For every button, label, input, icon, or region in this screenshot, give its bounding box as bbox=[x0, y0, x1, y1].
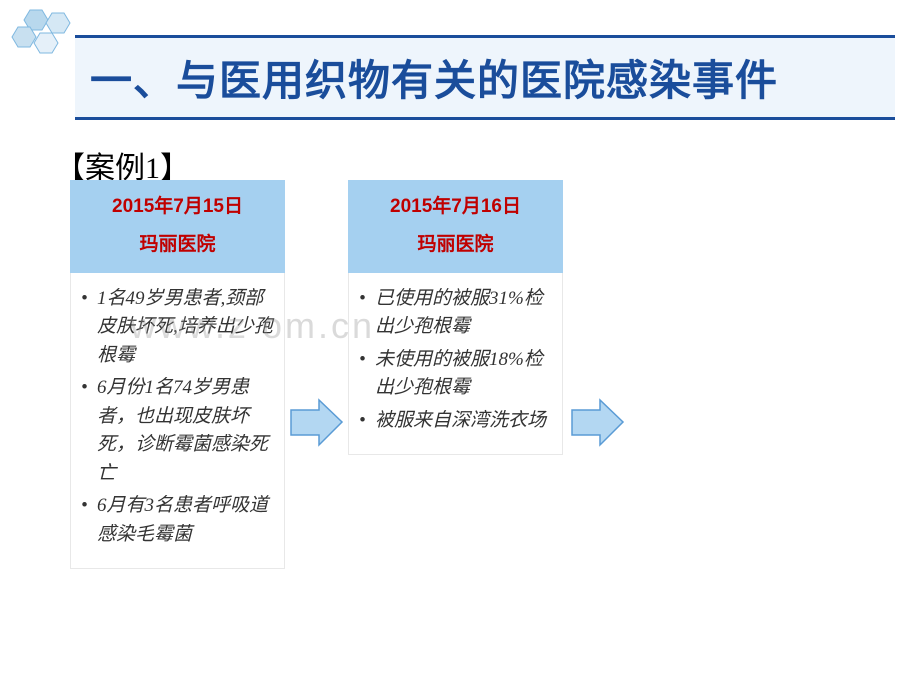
card-hospital: 玛丽医院 bbox=[75, 230, 280, 260]
card-date: 2015年7月16日 bbox=[353, 192, 558, 222]
list-item: 已使用的被服31%检出少孢根霉 bbox=[357, 285, 554, 342]
list-item: 6月份1名74岁男患者，也出现皮肤坏死，诊断霉菌感染死亡 bbox=[79, 374, 276, 488]
card-header: 2015年7月15日 玛丽医院 bbox=[70, 180, 285, 273]
case-card-2: 2015年7月16日 玛丽医院 已使用的被服31%检出少孢根霉 未使用的被服18… bbox=[348, 180, 563, 455]
list-item: 6月有3名患者呼吸道感染毛霉菌 bbox=[79, 492, 276, 549]
card-hospital: 玛丽医院 bbox=[353, 230, 558, 260]
list-item: 1名49岁男患者,颈部皮肤坏死,培养出少孢根霉 bbox=[79, 285, 276, 371]
arrow-right-icon bbox=[570, 395, 625, 450]
card-header: 2015年7月16日 玛丽医院 bbox=[348, 180, 563, 273]
list-item: 被服来自深湾洗衣场 bbox=[357, 407, 554, 436]
page-title: 一、与医用织物有关的医院感染事件 bbox=[90, 47, 778, 108]
title-bar: 一、与医用织物有关的医院感染事件 bbox=[75, 35, 895, 120]
arrow-right-icon bbox=[289, 395, 344, 450]
card-date: 2015年7月15日 bbox=[75, 192, 280, 222]
card-body: 已使用的被服31%检出少孢根霉 未使用的被服18%检出少孢根霉 被服来自深湾洗衣… bbox=[348, 273, 563, 456]
case-card-1: 2015年7月15日 玛丽医院 1名49岁男患者,颈部皮肤坏死,培养出少孢根霉 … bbox=[70, 180, 285, 569]
card-body: 1名49岁男患者,颈部皮肤坏死,培养出少孢根霉 6月份1名74岁男患者，也出现皮… bbox=[70, 273, 285, 570]
list-item: 未使用的被服18%检出少孢根霉 bbox=[357, 346, 554, 403]
